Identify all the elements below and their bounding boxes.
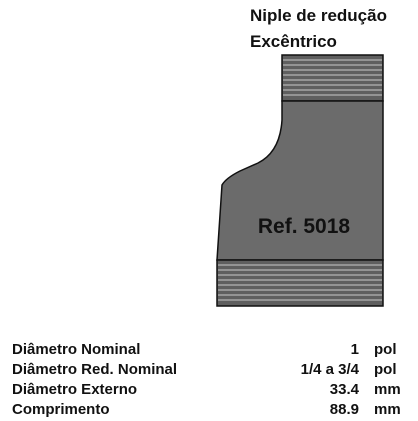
bottom-thread: [216, 259, 384, 307]
spec-value: 33.4: [329, 381, 359, 398]
product-title-line-1: Niple de redução: [250, 6, 387, 25]
spec-unit: pol: [374, 361, 397, 378]
spec-row-nominal-diameter: Diâmetro Nominal 1 pol: [12, 341, 407, 361]
top-thread: [281, 54, 384, 102]
bottom-thread-body: [216, 259, 384, 307]
spec-value: 1/4 a 3/4: [300, 361, 359, 378]
spec-label: Comprimento: [12, 401, 110, 418]
spec-row-reduced-nominal-diameter: Diâmetro Red. Nominal 1/4 a 3/4 pol: [12, 361, 407, 381]
spec-value: 88.9: [329, 401, 359, 418]
spec-unit: mm: [374, 401, 401, 418]
eccentric-nipple-illustration: Ref. 5018: [216, 54, 384, 307]
spec-table: Diâmetro Nominal 1 pol Diâmetro Red. Nom…: [12, 341, 407, 421]
spec-unit: pol: [374, 341, 397, 358]
reducer-body: [216, 100, 384, 261]
bottom-thread-lines: [218, 264, 382, 301]
spec-row-external-diameter: Diâmetro Externo 33.4 mm: [12, 381, 407, 401]
spec-unit: mm: [374, 381, 401, 398]
spec-label: Diâmetro Red. Nominal: [12, 361, 178, 378]
product-title-line-2: Excêntrico: [250, 32, 337, 51]
spec-row-length: Comprimento 88.9 mm: [12, 401, 407, 421]
reference-number: Ref. 5018: [258, 215, 351, 238]
spec-value: 1: [350, 341, 359, 358]
top-thread-body: [281, 54, 384, 102]
top-thread-lines: [283, 59, 382, 96]
spec-label: Diâmetro Externo: [12, 381, 138, 398]
spec-label: Diâmetro Nominal: [12, 341, 141, 358]
